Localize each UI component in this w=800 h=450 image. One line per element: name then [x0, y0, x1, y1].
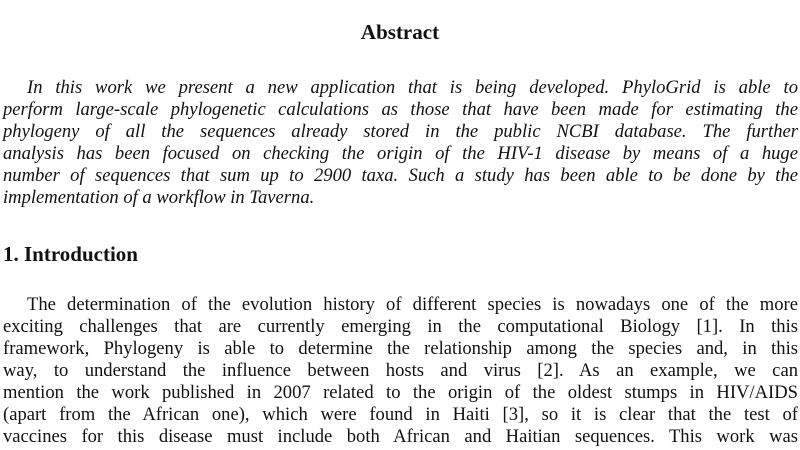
intro-line: vaccines for this disease must include b…: [3, 426, 798, 447]
abstract-line: analysis has been focused on checking th…: [3, 143, 798, 164]
intro-line: framework, Phylogeny is able to determin…: [3, 338, 798, 359]
section-heading: 1. Introduction: [3, 242, 138, 266]
intro-line: way, to understand the influence between…: [3, 360, 798, 381]
intro-line: exciting challenges that are currently e…: [3, 316, 798, 337]
intro-line: (apart from the African one), which were…: [3, 404, 798, 425]
abstract-title: Abstract: [360, 20, 440, 44]
abstract-line: phylogeny of all the sequences already s…: [3, 121, 798, 142]
abstract-line: perform large-scale phylogenetic calcula…: [3, 99, 798, 120]
intro-line: The determination of the evolution histo…: [27, 294, 798, 315]
abstract-line: number of sequences that sum up to 2900 …: [3, 165, 798, 186]
abstract-body: In this work we present a new applicatio…: [3, 77, 798, 209]
introduction-body: The determination of the evolution histo…: [3, 294, 798, 448]
abstract-line: In this work we present a new applicatio…: [27, 77, 798, 98]
intro-line: mention the work published in 2007 relat…: [3, 382, 798, 403]
abstract-line: implementation of a workflow in Taverna.: [3, 187, 315, 208]
